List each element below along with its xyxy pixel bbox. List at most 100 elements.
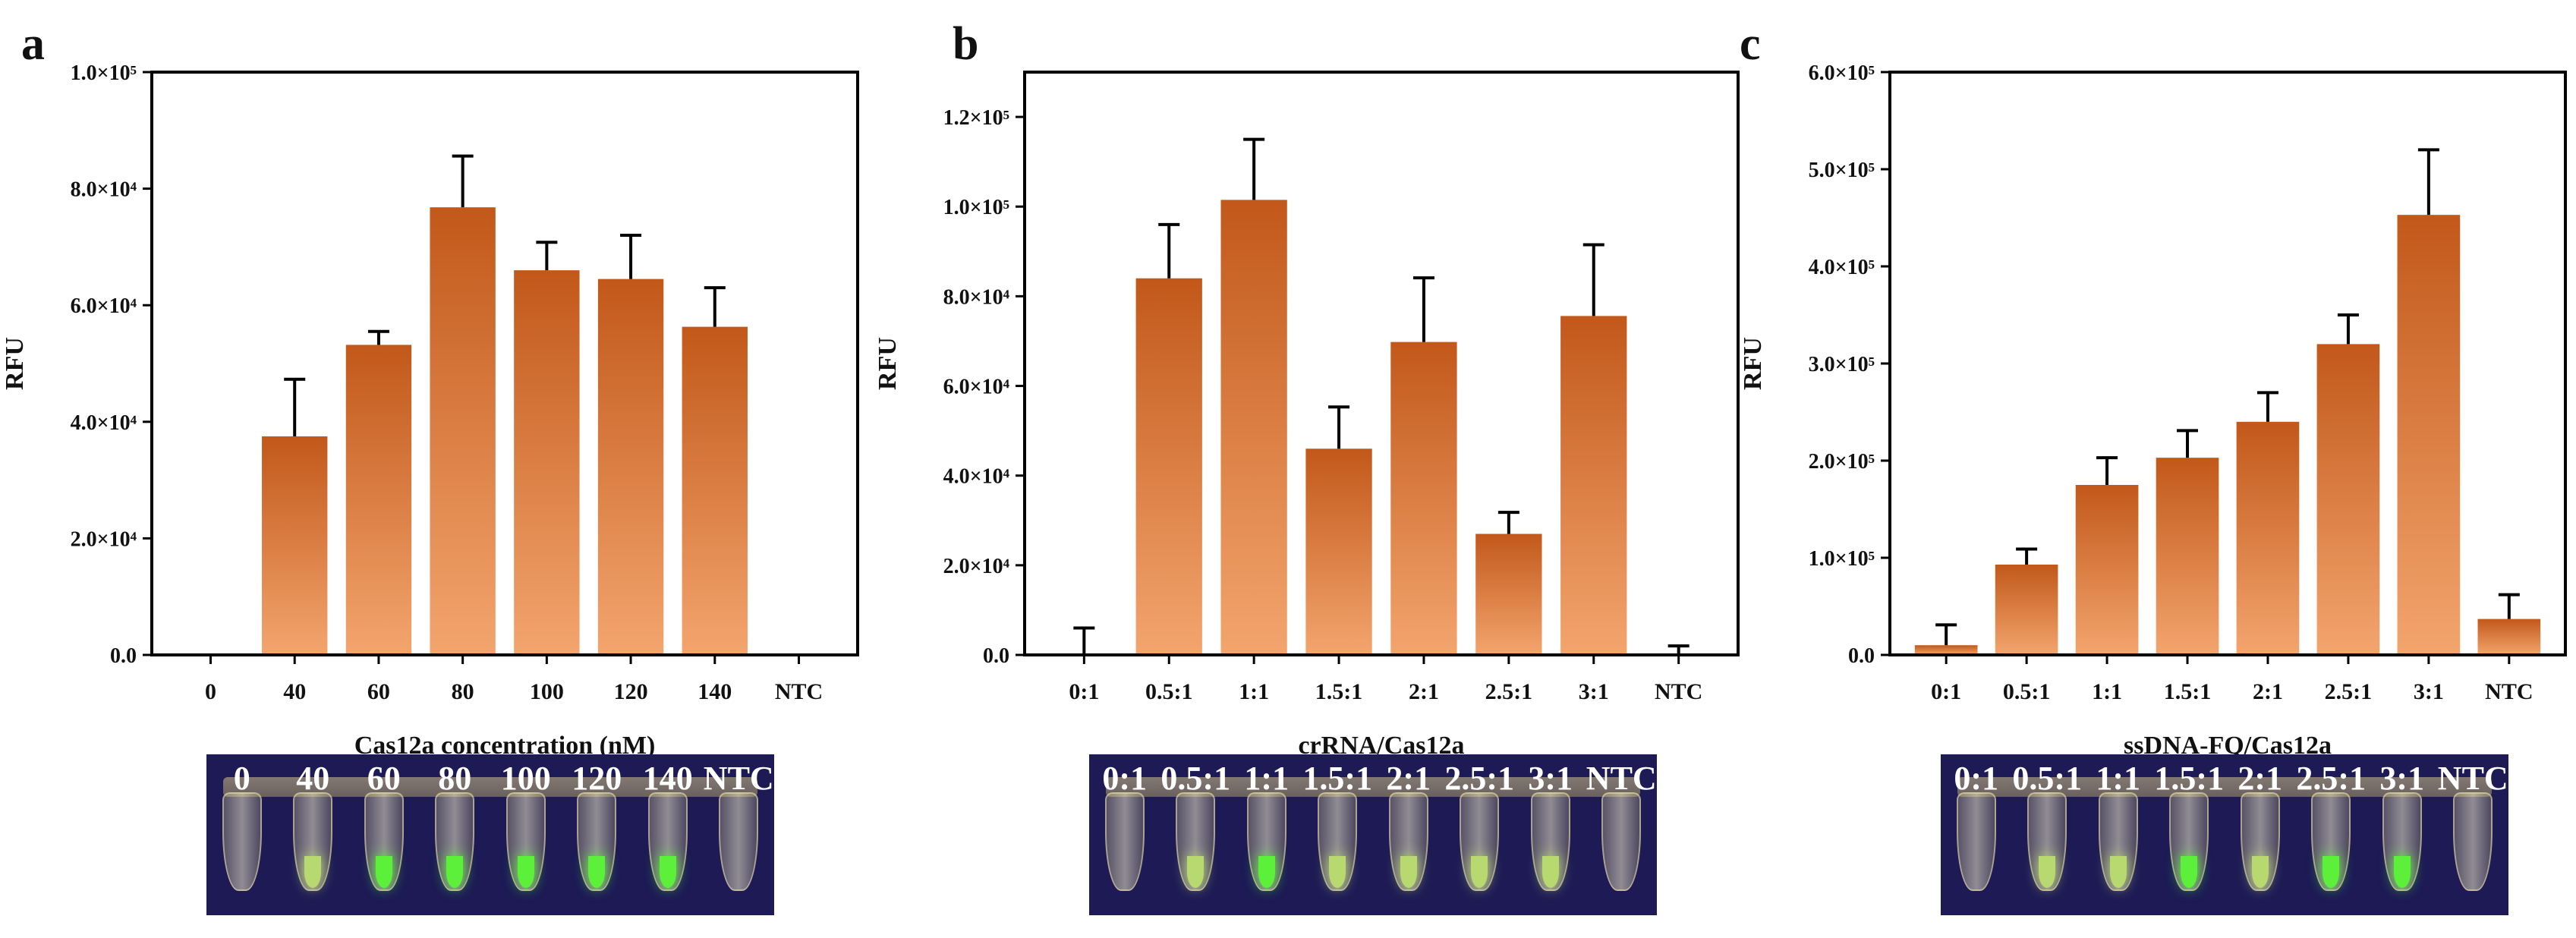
tube-fluorescence — [2251, 856, 2269, 888]
y-tick-label-a-5: 1.0×10⁵ — [71, 61, 137, 85]
bar-a-6 — [682, 326, 748, 655]
error-bar-c-1 — [2016, 547, 2038, 565]
tube-fluorescence — [375, 856, 392, 888]
x-tick-label-c-7: NTC — [2485, 679, 2533, 704]
x-tick-label-b-7: NTC — [1655, 679, 1702, 704]
tube-b-2 — [1231, 788, 1302, 908]
tube-fluorescence — [1471, 856, 1488, 888]
bar-a-4 — [514, 270, 580, 655]
error-bar-b-0 — [1073, 626, 1095, 655]
chart-panel-c: c 0:1 0.5:1 1:1 1.5:1 2:1 2.5:1 3:1 NTC 0.0 1.0×10… — [1739, 18, 2567, 760]
tube-fluorescence — [659, 856, 676, 888]
tube-a-3 — [420, 788, 491, 908]
tube-label-b-3: 1.5:1 — [1302, 760, 1373, 797]
y-tick-label-a-2: 4.0×10⁴ — [71, 411, 137, 435]
y-tick-label-a-0: 0.0 — [110, 644, 137, 668]
x-tick-label-a-4: 100 — [530, 679, 564, 704]
y-tick-label-b-4: 8.0×10⁴ — [943, 285, 1010, 309]
x-tick-label-b-2: 1:1 — [1239, 679, 1269, 704]
tube-label-c-4: 2:1 — [2237, 760, 2283, 797]
error-bar-b-2 — [1243, 137, 1265, 200]
chart-panel-b: b 0:1 0.5:1 1:1 1.5:1 2:1 2.5:1 3:1 NTC 0.0 2.0×10… — [874, 18, 1740, 760]
tube-fluorescence — [1329, 856, 1346, 888]
tube-label-b-1: 0.5:1 — [1160, 760, 1231, 797]
bar-c-5 — [2316, 344, 2380, 655]
y-axis-label-b: RFU — [874, 337, 902, 390]
error-bar-b-4 — [1412, 276, 1434, 342]
tube-label-a-5: 120 — [572, 760, 622, 797]
tube-row — [206, 788, 774, 908]
error-bar-b-3 — [1328, 405, 1350, 449]
y-tick-label-a-1: 2.0×10⁴ — [71, 527, 137, 551]
y-tick-label-b-6: 1.2×10⁵ — [943, 106, 1009, 130]
tube-a-7 — [704, 788, 775, 908]
tube-b-5 — [1444, 788, 1516, 908]
tube-label-a-1: 40 — [296, 760, 330, 797]
panel-label-b: b — [953, 18, 978, 70]
x-tick-label-a-6: 140 — [698, 679, 732, 704]
bar-c-3 — [2156, 458, 2219, 655]
bar-c-6 — [2397, 215, 2461, 655]
error-bar-c-7 — [2498, 593, 2520, 619]
tube-label-b-6: 3:1 — [1528, 760, 1573, 797]
tube-body — [1530, 792, 1570, 891]
error-bar-c-5 — [2337, 313, 2359, 345]
y-tick-label-c-4: 4.0×10⁵ — [1809, 256, 1875, 279]
tube-label-row: 0:1 0.5:1 1:1 1.5:1 2:1 2.5:1 3:1 NTC — [1089, 759, 1657, 798]
tube-label-b-5: 2.5:1 — [1444, 760, 1515, 797]
bar-c-7 — [2477, 619, 2541, 655]
bar-c-2 — [2075, 485, 2139, 655]
tube-fluorescence — [1542, 856, 1559, 888]
bar-c-1 — [1995, 564, 2058, 655]
y-tick-label-b-3: 6.0×10⁴ — [943, 376, 1010, 399]
bar-a-2 — [345, 345, 412, 655]
tube-fluorescence — [2393, 856, 2411, 888]
tube-fluorescence — [517, 856, 534, 888]
bar-a-3 — [430, 207, 496, 655]
y-tick-label-a-3: 6.0×10⁴ — [71, 294, 137, 318]
plot-frame-c — [1888, 71, 2567, 656]
tube-fluorescence — [1258, 856, 1275, 888]
tube-body — [2311, 792, 2351, 891]
tube-fluorescence — [2181, 856, 2198, 888]
bar-b-4 — [1390, 342, 1457, 655]
error-bar-a-2 — [367, 329, 389, 345]
bar-a-1 — [262, 436, 328, 655]
tube-fluorescence — [2322, 856, 2340, 888]
bar-b-3 — [1305, 449, 1372, 655]
error-bar-a-6 — [704, 286, 726, 327]
tube-b-0 — [1089, 788, 1160, 908]
error-bar-c-0 — [1935, 623, 1957, 646]
error-bar-c-3 — [2177, 429, 2199, 458]
y-tick-label-c-0: 0.0 — [1848, 644, 1875, 668]
panel-label-a: a — [21, 18, 45, 70]
error-bar-b-5 — [1497, 511, 1519, 534]
tube-label-b-7: NTC — [1586, 760, 1657, 797]
tube-label-a-2: 60 — [367, 760, 401, 797]
tube-label-c-3: 1.5:1 — [2154, 760, 2225, 797]
error-bar-a-1 — [284, 377, 306, 436]
x-tick-label-a-0: 0 — [205, 679, 216, 704]
y-tick-label-c-1: 1.0×10⁵ — [1809, 547, 1875, 571]
tube-label-c-5: 2.5:1 — [2296, 760, 2367, 797]
tube-label-c-7: NTC — [2437, 760, 2508, 797]
tube-a-2 — [348, 788, 420, 908]
x-tick-label-b-6: 3:1 — [1579, 679, 1609, 704]
tube-label-c-0: 0:1 — [1954, 760, 1999, 797]
tube-body — [2453, 792, 2493, 891]
tube-label-a-4: 100 — [500, 760, 551, 797]
tube-photo-panel-b: 0:1 0.5:1 1:1 1.5:1 2:1 2.5:1 3:1 NTC — [1089, 754, 1657, 915]
tube-fluorescence — [588, 856, 606, 888]
x-tick-label-b-5: 2.5:1 — [1485, 679, 1533, 704]
tube-photo-panel-a: 0 40 60 80 100 120 140 NTC — [206, 754, 774, 915]
tube-photo-panel-c: 0:1 0.5:1 1:1 1.5:1 2:1 2.5:1 3:1 NTC — [1941, 754, 2508, 915]
x-tick-label-c-0: 0:1 — [1931, 679, 1961, 704]
tube-label-b-0: 0:1 — [1102, 760, 1148, 797]
tube-c-7 — [2438, 788, 2509, 908]
tube-label-a-3: 80 — [438, 760, 472, 797]
tube-label-a-7: NTC — [703, 760, 774, 797]
x-tick-label-c-1: 0.5:1 — [2003, 679, 2051, 704]
bar-c-4 — [2236, 421, 2300, 655]
tube-fluorescence — [2109, 856, 2127, 888]
x-tick-label-c-3: 1.5:1 — [2164, 679, 2212, 704]
